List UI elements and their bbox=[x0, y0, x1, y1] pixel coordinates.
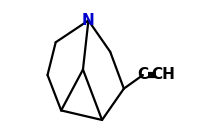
Text: CH: CH bbox=[151, 68, 175, 82]
Text: C: C bbox=[137, 68, 149, 82]
Text: N: N bbox=[82, 13, 95, 28]
